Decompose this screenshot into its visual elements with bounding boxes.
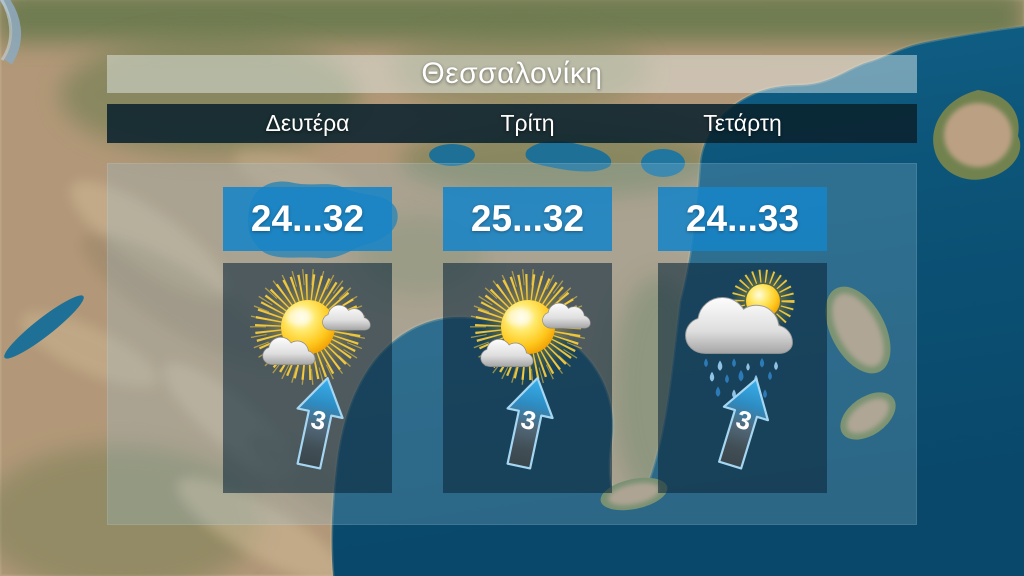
wind-arrow: 3 [505,376,554,470]
temperature-range: 24...32 [223,187,392,251]
partly-cloudy-icon [249,269,371,385]
temperature-range: 24...33 [658,187,827,251]
wind-arrow: 3 [717,377,769,470]
peninsula-tip [600,477,668,511]
location-title-bar: Θεσσαλονίκη [107,55,917,93]
lake-small-1 [429,144,475,166]
forecast-column-wednesday: 24...33 [658,163,827,525]
days-bar: Δευτέρα Τρίτη Τετάρτη [107,104,917,143]
rain-showers-icon [683,269,795,398]
lake-west [4,295,84,359]
day-label-monday: Δευτέρα [265,110,350,136]
condition-panel: 3 [443,263,612,493]
wind-speed-label: 3 [518,404,538,436]
day-label-wednesday: Τετάρτη [703,110,782,136]
condition-panel: 3 [658,263,827,493]
day-label-tuesday: Τρίτη [500,110,555,136]
lake-long [525,141,612,172]
peninsula-1 [825,286,891,374]
map-corner-arc [0,0,22,65]
peninsula-2 [840,392,896,440]
forecast-column-monday: 24...32 3 [223,163,392,525]
wind-speed-label: 3 [308,404,328,436]
condition-panel: 3 [223,263,392,493]
location-title: Θεσσαλονίκη [421,57,603,90]
forecast-column-tuesday: 25...32 3 [443,163,612,525]
temperature-range: 25...32 [443,187,612,251]
partly-cloudy-icon [469,269,591,385]
lake-small-2 [641,149,685,177]
wind-arrow: 3 [295,376,344,470]
island-east [933,90,1021,180]
